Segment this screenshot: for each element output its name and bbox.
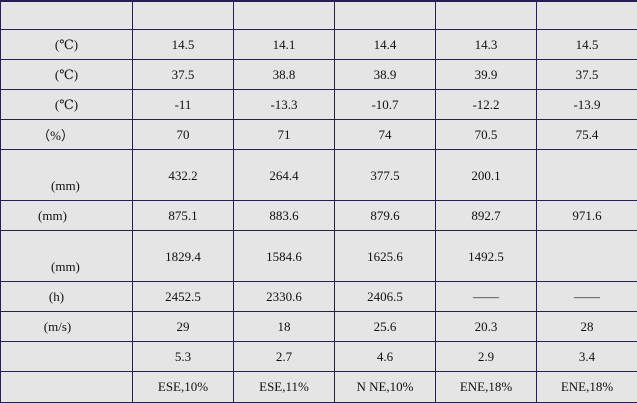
table-cell: -10.7	[334, 89, 436, 120]
table-cell: 14.3	[435, 29, 537, 60]
table-cell: 432.2	[132, 149, 234, 201]
table-cell: 74	[334, 119, 436, 150]
table-cell: -13.9	[536, 89, 637, 120]
table-cell: ESE,11%	[233, 371, 335, 403]
header-cell	[132, 0, 234, 30]
table-cell: 883.6	[233, 200, 335, 231]
row-label: (mm)	[0, 200, 133, 231]
table-cell: 1492.5	[435, 230, 537, 282]
table-cell: 2.9	[435, 341, 537, 372]
table-row: (mm) 1829.4 1584.6 1625.6 1492.5	[0, 230, 637, 282]
table-cell: -13.3	[233, 89, 335, 120]
table-row: (mm) 432.2 264.4 377.5 200.1	[0, 149, 637, 201]
table-cell: 20.3	[435, 311, 537, 342]
row-label: (mm)	[0, 230, 133, 282]
row-label: （%）	[0, 119, 133, 150]
table-cell: -12.2	[435, 89, 537, 120]
header-row	[0, 0, 637, 30]
table-cell: 1625.6	[334, 230, 436, 282]
table-cell: -11	[132, 89, 234, 120]
header-cell	[435, 0, 537, 30]
table-cell: 2330.6	[233, 281, 335, 312]
table-cell: 37.5	[132, 59, 234, 90]
header-cell	[233, 0, 335, 30]
table-cell: ——	[536, 281, 637, 312]
table-cell: 5.3	[132, 341, 234, 372]
table-cell: 18	[233, 311, 335, 342]
header-cell	[0, 0, 133, 30]
row-label	[0, 371, 133, 403]
table-cell: 25.6	[334, 311, 436, 342]
table-cell: 1584.6	[233, 230, 335, 282]
table-cell: ENE,18%	[536, 371, 637, 403]
table-row: (h) 2452.5 2330.6 2406.5 —— ——	[0, 281, 637, 312]
row-label: (h)	[0, 281, 133, 312]
table-cell: 879.6	[334, 200, 436, 231]
row-label: (℃)	[0, 29, 133, 60]
table-row: 5.3 2.7 4.6 2.9 3.4	[0, 341, 637, 372]
table-cell: 14.5	[536, 29, 637, 60]
row-label	[0, 341, 133, 372]
table-cell: N NE,10%	[334, 371, 436, 403]
table-row: ESE,10% ESE,11% N NE,10% ENE,18% ENE,18%	[0, 371, 637, 403]
table-cell: 39.9	[435, 59, 537, 90]
table-cell	[536, 230, 637, 282]
table-cell: 28	[536, 311, 637, 342]
table-cell: 3.4	[536, 341, 637, 372]
row-label: (℃)	[0, 89, 133, 120]
table-cell: 70	[132, 119, 234, 150]
table-cell: ESE,10%	[132, 371, 234, 403]
table-cell: 377.5	[334, 149, 436, 201]
row-label: (m/s)	[0, 311, 133, 342]
table-cell: 71	[233, 119, 335, 150]
table-row: (℃) 14.5 14.1 14.4 14.3 14.5	[0, 29, 637, 60]
table-cell: 2.7	[233, 341, 335, 372]
table-cell: 1829.4	[132, 230, 234, 282]
table-cell: 2452.5	[132, 281, 234, 312]
table-cell	[536, 149, 637, 201]
row-label: (mm)	[0, 149, 133, 201]
table-cell: 875.1	[132, 200, 234, 231]
header-cell	[334, 0, 436, 30]
table-row: (m/s) 29 18 25.6 20.3 28	[0, 311, 637, 342]
table-cell: 200.1	[435, 149, 537, 201]
table-cell: 38.9	[334, 59, 436, 90]
row-label: (℃)	[0, 59, 133, 90]
table-row: (℃) 37.5 38.8 38.9 39.9 37.5	[0, 59, 637, 90]
table-cell: 70.5	[435, 119, 537, 150]
table-cell: 2406.5	[334, 281, 436, 312]
table-cell: 892.7	[435, 200, 537, 231]
table-cell: ——	[435, 281, 537, 312]
table-cell: 264.4	[233, 149, 335, 201]
table-cell: 14.4	[334, 29, 436, 60]
table-row: （%） 70 71 74 70.5 75.4	[0, 119, 637, 150]
table-cell: 14.1	[233, 29, 335, 60]
table-cell: 971.6	[536, 200, 637, 231]
table-cell: 29	[132, 311, 234, 342]
table-cell: 38.8	[233, 59, 335, 90]
table-cell: 4.6	[334, 341, 436, 372]
table-cell: 75.4	[536, 119, 637, 150]
table-cell: 37.5	[536, 59, 637, 90]
table-cell: ENE,18%	[435, 371, 537, 403]
table-row: (℃) -11 -13.3 -10.7 -12.2 -13.9	[0, 89, 637, 120]
header-cell	[536, 0, 637, 30]
table-cell: 14.5	[132, 29, 234, 60]
table-row: (mm) 875.1 883.6 879.6 892.7 971.6	[0, 200, 637, 231]
